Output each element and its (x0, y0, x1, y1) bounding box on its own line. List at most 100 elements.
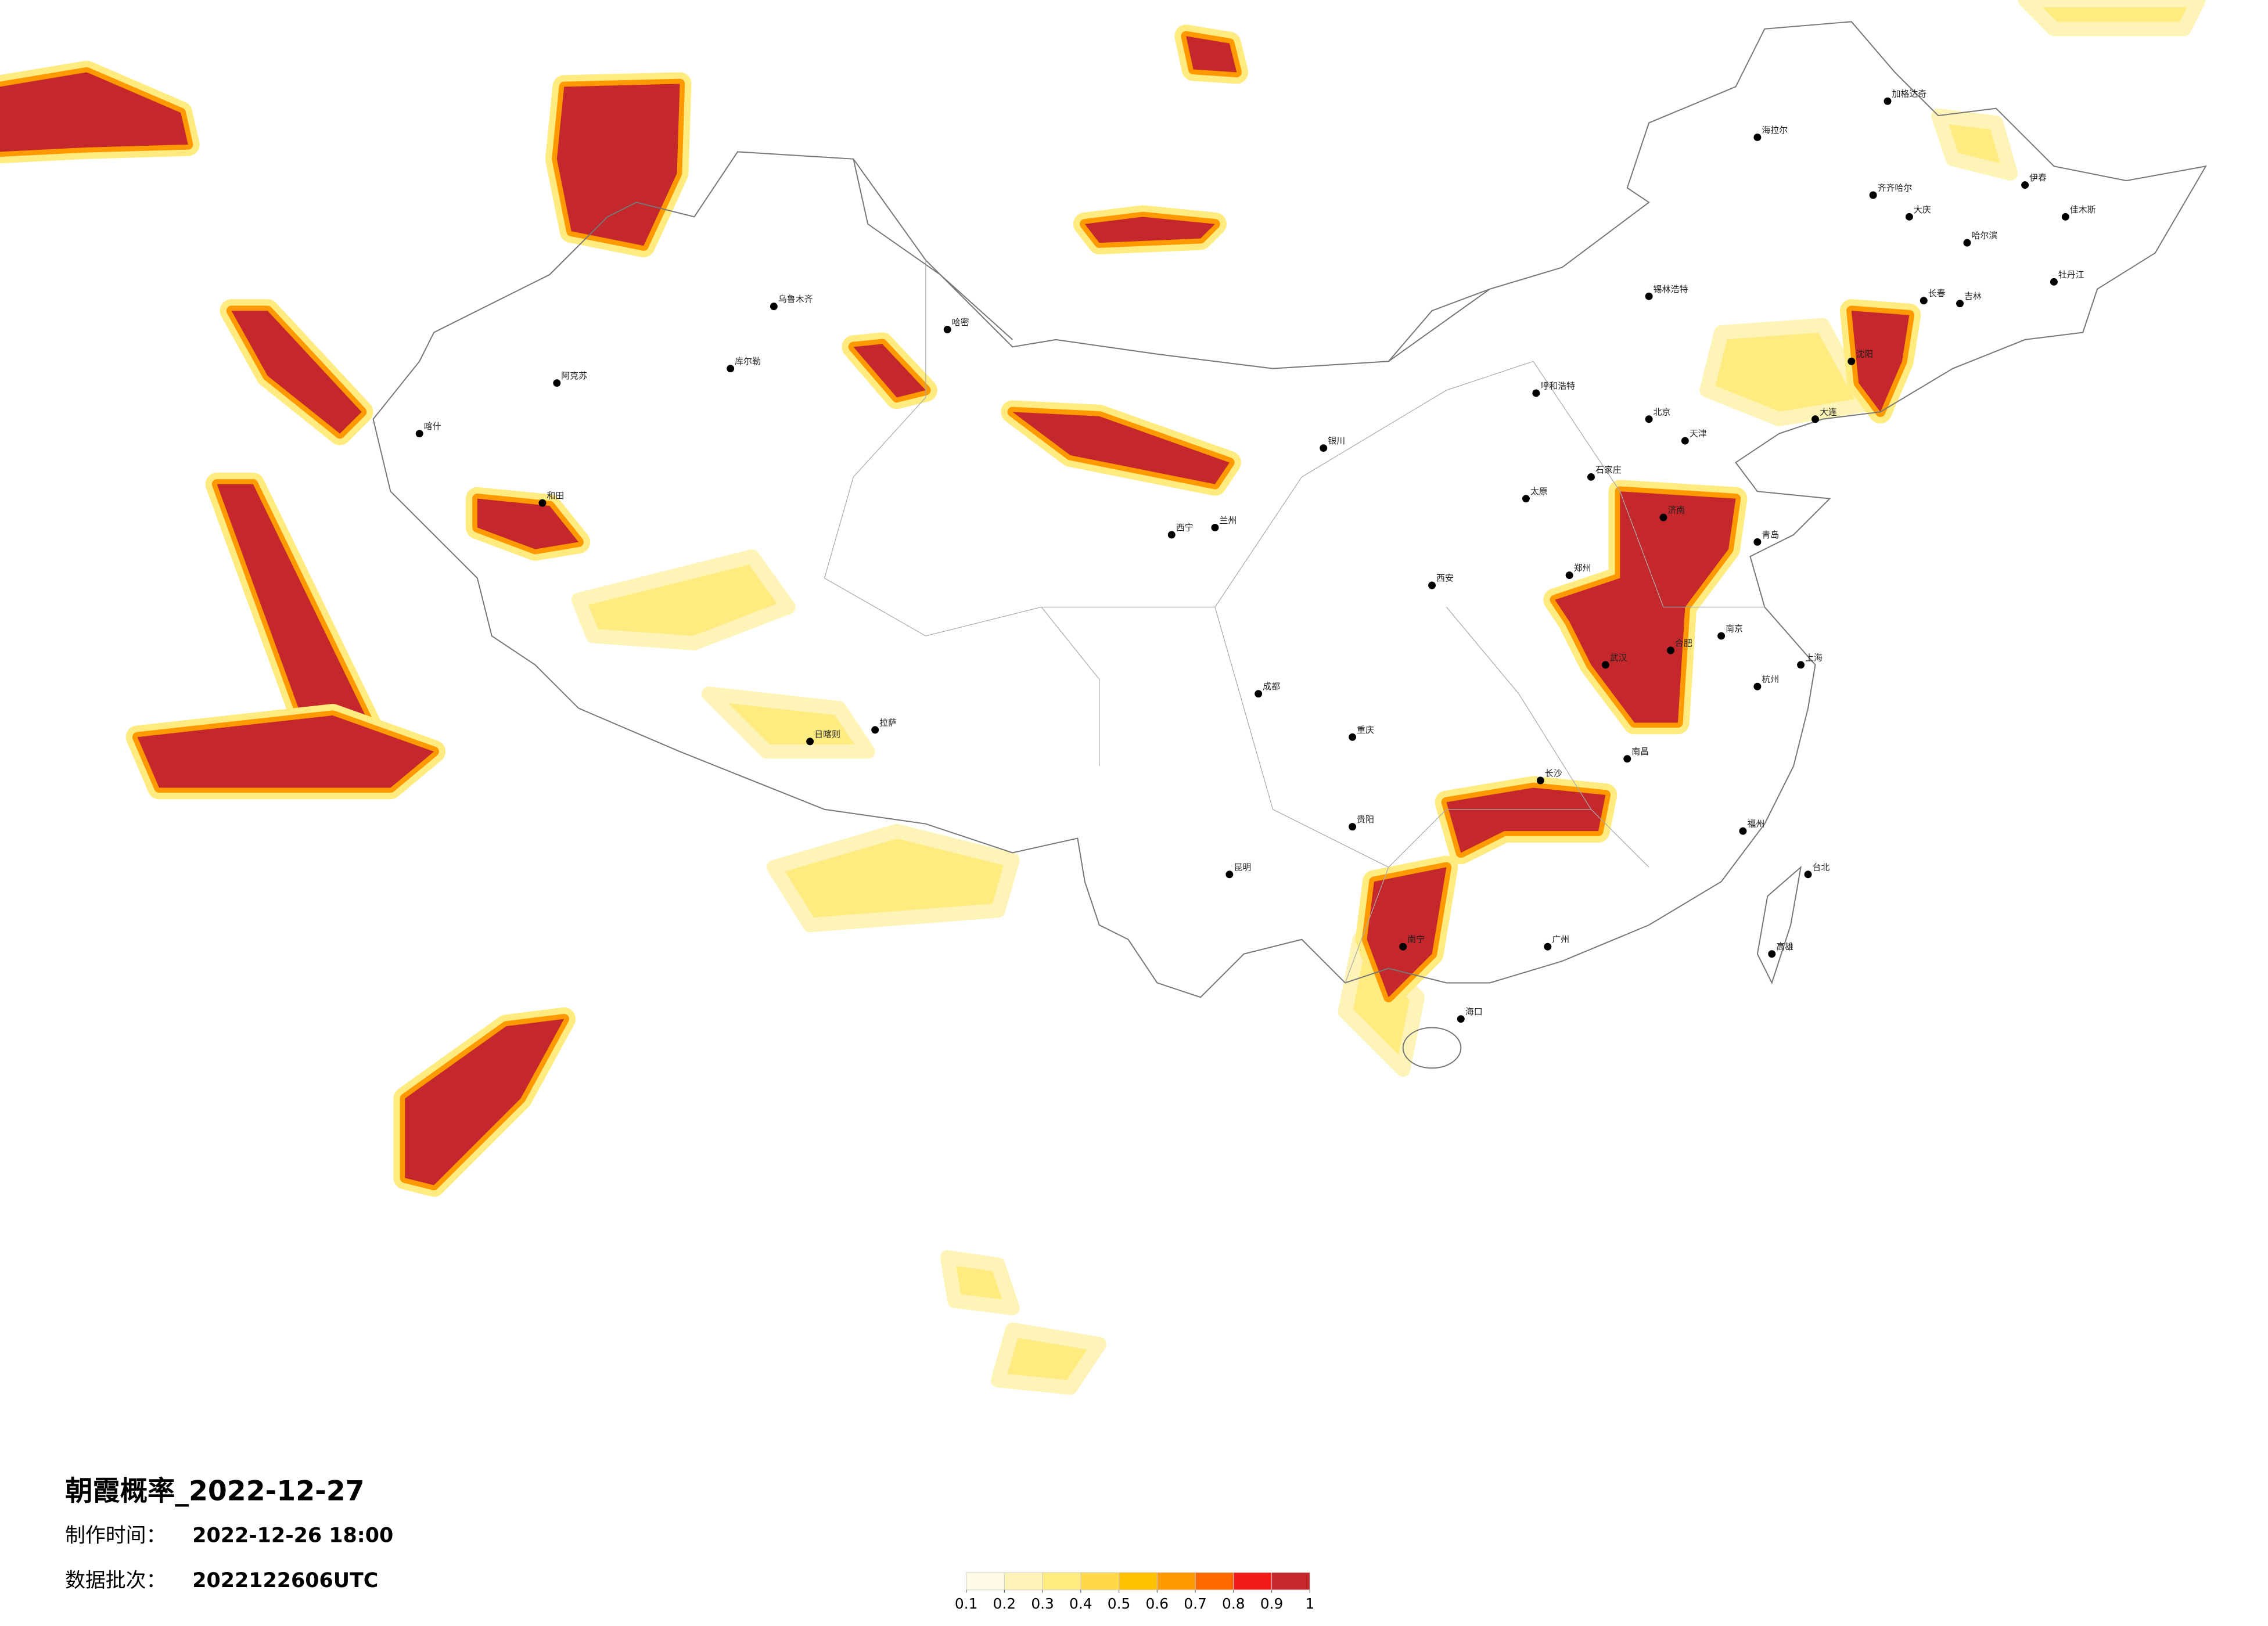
probability-field (0, 0, 2206, 1395)
probability-area (701, 686, 875, 759)
city-dot (2050, 278, 2058, 286)
colorbar-tick-label: 0.4 (1069, 1595, 1092, 1612)
city-label: 兰州 (1219, 515, 1237, 526)
city-dot (770, 303, 778, 311)
colorbar: 0.1 0.2 0.3 0.4 0.5 0.6 0.7 0.8 0.9 1 (955, 1572, 1314, 1612)
city-dot (1811, 415, 1819, 423)
probability-area (1186, 36, 1237, 73)
city-dot (1320, 444, 1328, 452)
city-label: 牡丹江 (2058, 269, 2084, 280)
city-label: 南京 (1726, 624, 1743, 634)
probability-area (766, 823, 1020, 933)
batch-value: 2022122606UTC (192, 1569, 378, 1592)
probability-area (2018, 0, 2206, 37)
probability-area (1931, 108, 2018, 181)
probability-area (990, 1322, 1107, 1395)
city-label: 阿克苏 (561, 370, 587, 381)
hainan (1402, 1027, 1462, 1069)
city-label: 大连 (1820, 406, 1837, 417)
city-dot (1225, 870, 1234, 879)
city-dot (1739, 827, 1747, 835)
probability-area (571, 549, 796, 650)
city-dot (1753, 538, 1762, 546)
city-label: 南昌 (1631, 746, 1649, 757)
probability-area (1367, 867, 1447, 998)
city-label: 广州 (1552, 934, 1569, 945)
city-label: 和田 (547, 491, 564, 501)
city-label: 天津 (1690, 429, 1707, 439)
city-label: 贵阳 (1357, 814, 1374, 825)
colorbar-tick-label: 0.3 (1031, 1595, 1054, 1612)
colorbar-tick-label: 0.7 (1184, 1595, 1207, 1612)
colorbar-bin (1156, 1572, 1196, 1591)
probability-area (405, 1019, 565, 1185)
city-label: 长春 (1928, 288, 1946, 298)
city-label: 北京 (1654, 406, 1671, 417)
colorbar-bin (1271, 1572, 1310, 1591)
colorbar-tick-label: 1 (1305, 1595, 1314, 1612)
city-label: 沈阳 (1856, 349, 1873, 359)
city-dot (1681, 437, 1689, 445)
city-label: 喀什 (424, 421, 441, 431)
colorbar-bin (1004, 1572, 1043, 1591)
city-label: 福州 (1747, 819, 1764, 829)
city-dot (1457, 1015, 1465, 1023)
city-label: 齐齐哈尔 (1878, 183, 1913, 193)
city-label: 太原 (1530, 486, 1548, 497)
probability-area (231, 311, 362, 434)
mongolia-border (853, 159, 1490, 362)
city-dot (415, 430, 423, 438)
probability-area (217, 484, 369, 752)
city-dot (1601, 661, 1609, 669)
city-dot (1753, 682, 1762, 690)
borders (372, 21, 2207, 1069)
city-label: 杭州 (1762, 674, 1779, 685)
city-label: 石家庄 (1595, 465, 1622, 475)
taiwan (1756, 865, 1802, 985)
city-dot (1659, 513, 1667, 521)
china-outline (372, 21, 2207, 998)
city-label: 海口 (1465, 1006, 1483, 1017)
city-dot (1645, 415, 1653, 423)
city-dot (1869, 191, 1877, 199)
colorbar-bin (1119, 1572, 1158, 1591)
probability-area (1084, 217, 1215, 243)
city-label: 西宁 (1176, 522, 1194, 533)
city-label: 重庆 (1357, 725, 1374, 735)
city-dot (1544, 942, 1552, 951)
city-label: 西安 (1436, 573, 1454, 584)
city-label: 武汉 (1610, 652, 1627, 663)
city-label: 拉萨 (879, 717, 897, 728)
city-label: 加格达奇 (1892, 89, 1926, 99)
city-label: 日喀则 (814, 729, 840, 739)
probability-area (853, 344, 926, 398)
city-dot (1522, 495, 1530, 503)
colorbar-bin (1042, 1572, 1081, 1591)
city-dot (1884, 97, 1892, 105)
probability-area (137, 715, 434, 788)
city-dot (553, 379, 561, 387)
city-dot (1920, 297, 1928, 305)
city-label: 哈尔滨 (1971, 231, 1997, 241)
city-label: 台北 (1813, 862, 1830, 872)
city-dot (1797, 661, 1805, 669)
city-label: 大庆 (1914, 204, 1931, 215)
city-dot (1532, 389, 1540, 397)
city-label: 吉林 (1964, 291, 1982, 301)
city-label: 呼和浩特 (1540, 381, 1575, 391)
colorbar-bin (1233, 1572, 1273, 1591)
city-dot (1804, 870, 1812, 879)
probability-area (940, 1250, 1020, 1315)
city-label: 高雄 (1776, 941, 1793, 952)
city-dot (1956, 300, 1964, 308)
city-label: 库尔勒 (735, 356, 761, 366)
colorbar-tick-label: 0.6 (1146, 1595, 1169, 1612)
city-label: 伊春 (2029, 172, 2047, 183)
colorbar-tick-label: 0.9 (1260, 1595, 1284, 1612)
city-dot (1349, 823, 1357, 831)
city-label: 哈密 (952, 317, 969, 328)
colorbar-bin (966, 1572, 1005, 1591)
city-dot (1167, 531, 1176, 539)
